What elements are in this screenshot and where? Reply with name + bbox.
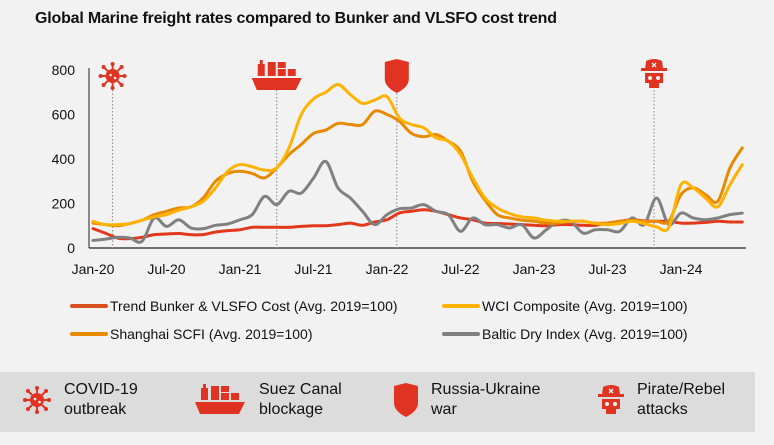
x-tick-label: Jan-23 xyxy=(513,261,556,277)
pirate-skull-icon xyxy=(597,384,625,415)
series-line-wci xyxy=(91,82,744,233)
virus-icon xyxy=(22,385,52,415)
cargo-ship-icon xyxy=(251,60,302,90)
legend-item-baltic: Baltic Dry Index (Avg. 2019=100) xyxy=(442,326,688,342)
y-tick-label: 200 xyxy=(52,196,76,212)
event-label: COVID-19 xyxy=(64,381,138,398)
event-label: war xyxy=(431,401,457,418)
legend-swatch xyxy=(442,304,480,308)
legend-label: Baltic Dry Index (Avg. 2019=100) xyxy=(482,326,688,342)
y-tick-label: 800 xyxy=(52,62,76,78)
event-label: outbreak xyxy=(64,401,127,418)
plot-area: 0 200 400 600 800 Jan-20 Jul-20 Jan-21 Jul-21 Jan… xyxy=(52,58,746,277)
x-tick-label: Jul-21 xyxy=(294,261,332,277)
event-label: Suez Canal xyxy=(259,381,342,398)
x-tick-label: Jan-22 xyxy=(366,261,409,277)
legend-item-scfi: Shanghai SCFI (Avg. 2019=100) xyxy=(70,326,313,342)
legend-label: Trend Bunker & VLSFO Cost (Avg. 2019=100… xyxy=(110,298,398,314)
legend-label: Shanghai SCFI (Avg. 2019=100) xyxy=(110,326,313,342)
shield-icon xyxy=(394,383,418,417)
virus-icon xyxy=(97,61,128,91)
legend-swatch xyxy=(442,332,480,336)
event-pirate: Pirate/Rebel attacks xyxy=(597,380,725,420)
events-legend: COVID-19 outbreak Suez Canal blockage Russ… xyxy=(0,372,755,432)
legend-label: WCI Composite (Avg. 2019=100) xyxy=(482,298,688,314)
cargo-ship-icon xyxy=(195,384,245,414)
x-tick-label: Jan-24 xyxy=(660,261,703,277)
x-tick-label: Jul-23 xyxy=(588,261,626,277)
y-tick-label: 0 xyxy=(67,240,75,256)
x-tick-label: Jul-20 xyxy=(147,261,185,277)
event-label: attacks xyxy=(637,401,688,418)
legend-swatch xyxy=(70,304,108,308)
pirate-skull-icon xyxy=(640,58,668,89)
legend-item-bunker: Trend Bunker & VLSFO Cost (Avg. 2019=100… xyxy=(70,298,398,314)
legend-item-wci: WCI Composite (Avg. 2019=100) xyxy=(442,298,688,314)
event-covid: COVID-19 outbreak xyxy=(22,380,138,420)
x-tick-label: Jul-22 xyxy=(441,261,479,277)
x-tick-label: Jan-21 xyxy=(219,261,262,277)
series-line-baltic xyxy=(91,159,744,244)
x-tick-label: Jan-20 xyxy=(72,261,115,277)
chart-title: Global Marine freight rates compared to … xyxy=(35,10,557,27)
event-label: Russia-Ukraine xyxy=(431,381,541,398)
shield-icon xyxy=(384,59,409,93)
legend-swatch xyxy=(70,332,108,336)
event-label: Pirate/Rebel xyxy=(637,381,726,398)
y-tick-label: 600 xyxy=(52,107,76,123)
event-label: blockage xyxy=(259,401,324,418)
event-suez: Suez Canal blockage xyxy=(193,380,342,420)
event-russia-ukraine: Russia-Ukraine war xyxy=(393,380,540,420)
y-tick-label: 400 xyxy=(52,151,76,167)
